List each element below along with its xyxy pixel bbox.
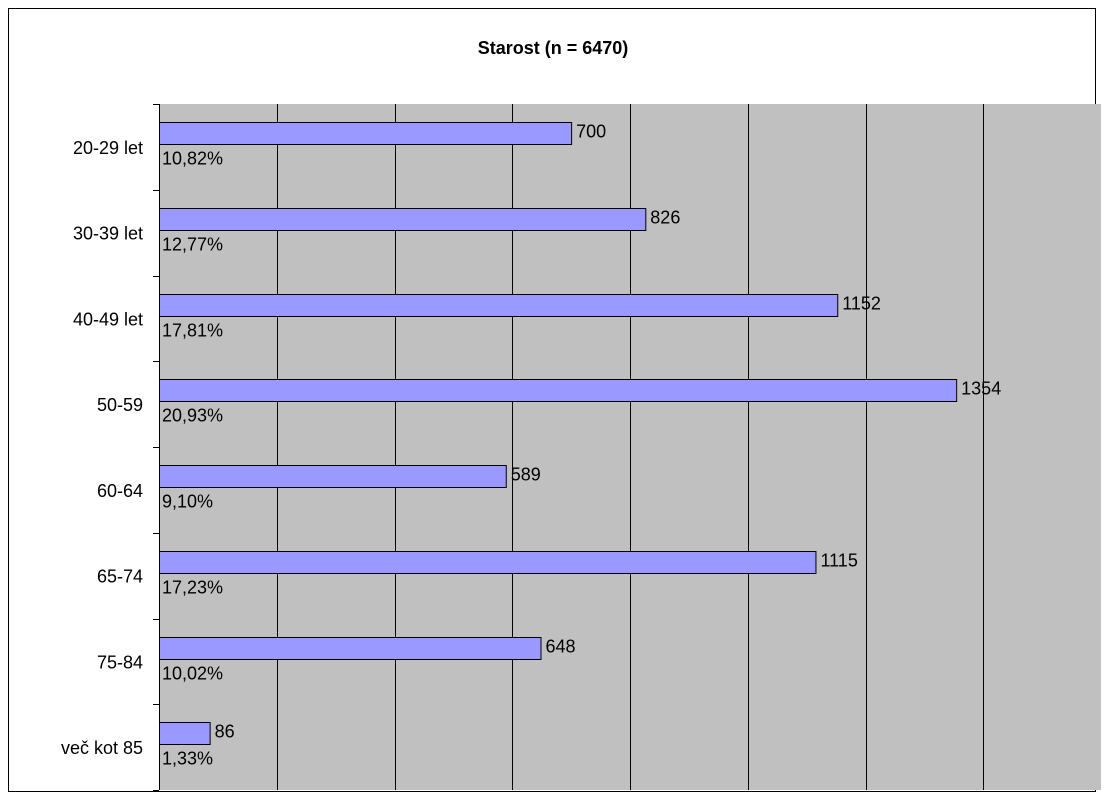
percent-label: 12,77% — [162, 235, 223, 255]
category-label: 60-64 — [97, 481, 143, 501]
category-label: 40-49 let — [73, 309, 143, 329]
category-label: 50-59 — [97, 395, 143, 415]
bar — [159, 637, 542, 660]
bar — [159, 379, 958, 402]
value-label: 1354 — [961, 379, 1001, 399]
bar — [159, 465, 507, 488]
bar — [159, 551, 817, 574]
y-axis — [153, 104, 160, 791]
value-label: 1115 — [820, 551, 857, 571]
bar — [159, 208, 647, 231]
value-label: 648 — [546, 637, 576, 657]
category-label: 75-84 — [97, 652, 143, 672]
category-label: več kot 85 — [61, 738, 143, 758]
category-label: 30-39 let — [73, 224, 143, 244]
bars — [159, 122, 958, 745]
percent-label: 10,02% — [162, 664, 223, 684]
percent-label: 10,82% — [162, 149, 223, 169]
bar — [159, 122, 573, 145]
value-label: 1152 — [842, 294, 881, 314]
category-label: 20-29 let — [73, 138, 143, 158]
bar — [159, 294, 839, 317]
chart-title: Starost (n = 6470) — [477, 38, 629, 58]
value-label: 826 — [650, 208, 680, 228]
value-label: 700 — [576, 122, 606, 142]
percent-label: 9,10% — [162, 492, 213, 512]
bar — [159, 722, 211, 745]
percent-label: 1,33% — [162, 749, 213, 769]
value-label: 86 — [215, 722, 235, 742]
percent-label: 17,81% — [162, 321, 223, 341]
category-label: 65-74 — [97, 567, 143, 587]
value-label: 589 — [511, 465, 541, 485]
percent-label: 20,93% — [162, 406, 223, 426]
percent-label: 17,23% — [162, 578, 223, 598]
labels: 20-29 let 700 10,82% 30-39 let 826 12,77% 40-4… — [61, 122, 1001, 769]
